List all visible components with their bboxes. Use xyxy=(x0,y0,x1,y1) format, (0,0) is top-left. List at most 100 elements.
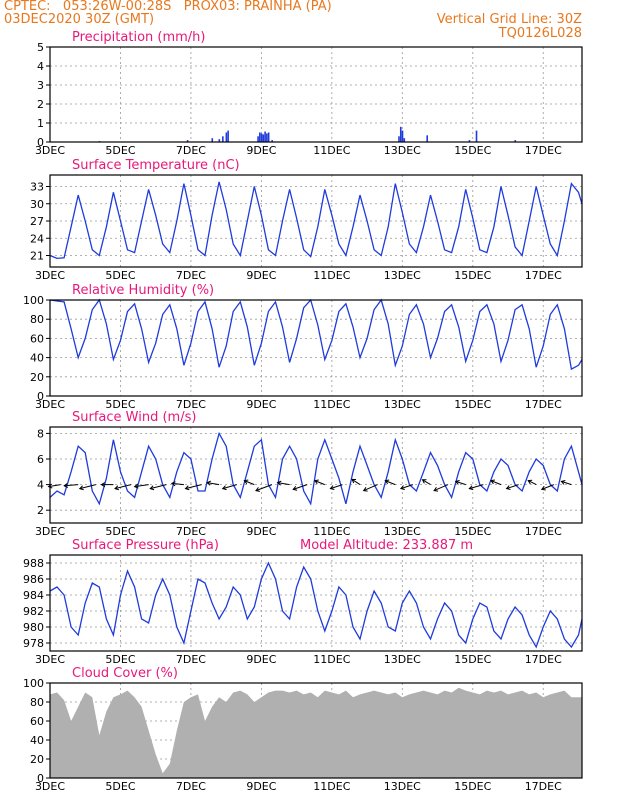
panel-rh: 0 20 40 60 80 100 3DEC 5DEC 7DEC 9DEC 11DEC 13DEC 15… xyxy=(23,283,583,411)
wind-vector xyxy=(134,484,149,488)
panel-frame xyxy=(49,299,583,397)
x-tick-label: 7DEC xyxy=(176,269,206,282)
precip-bar xyxy=(227,130,229,142)
wind-vector-head xyxy=(329,485,335,490)
wind-vector-head xyxy=(351,478,357,484)
x-tick-label: 15DEC xyxy=(454,780,491,793)
wind-vector xyxy=(455,480,466,486)
temp-line xyxy=(49,181,583,260)
panel-frame xyxy=(49,426,583,524)
y-tick-label: 100 xyxy=(23,677,44,690)
x-tick-label: 7DEC xyxy=(176,144,206,157)
panel-title: Precipitation (mm/h) xyxy=(72,30,205,45)
x-tick-label: 17DEC xyxy=(525,144,562,157)
wind-vector-head xyxy=(313,479,319,485)
precip-bar xyxy=(514,140,517,142)
grid-note: Vertical Grid Line: 30Z xyxy=(436,12,582,27)
x-tick-label: 15DEC xyxy=(454,525,491,538)
x-tick-label: 13DEC xyxy=(384,269,421,282)
precip-bar xyxy=(475,130,478,142)
x-tick-label: 11DEC xyxy=(313,653,350,666)
y-tick-label: 30 xyxy=(30,198,44,211)
x-tick-label: 5DEC xyxy=(105,780,135,793)
x-tick-label: 17DEC xyxy=(525,653,562,666)
model-code: TQ0126L028 xyxy=(498,26,582,41)
precip-bar xyxy=(398,136,400,142)
x-tick-label: 11DEC xyxy=(313,269,350,282)
wind-vector xyxy=(185,484,202,490)
precip-bar xyxy=(271,140,273,142)
x-tick-label: 3DEC xyxy=(35,269,65,282)
x-tick-label: 3DEC xyxy=(35,525,65,538)
precip-bar xyxy=(262,134,265,142)
x-tick-label: 15DEC xyxy=(454,398,491,411)
rh-line xyxy=(49,298,583,371)
x-tick-label: 11DEC xyxy=(313,780,350,793)
x-tick-label: 9DEC xyxy=(246,653,276,666)
x-tick-label: 13DEC xyxy=(384,780,421,793)
precip-bar xyxy=(218,139,221,142)
panel-frame xyxy=(49,554,583,652)
wind-vector-head xyxy=(421,479,427,484)
x-tick-label: 11DEC xyxy=(313,398,350,411)
y-tick-label: 80 xyxy=(30,696,44,709)
wind-vector-head xyxy=(114,485,120,491)
precip-bar xyxy=(401,130,404,142)
model-altitude: Model Altitude: 233.887 m xyxy=(300,538,473,553)
wind-vector xyxy=(385,480,396,486)
y-tick-label: 20 xyxy=(30,753,44,766)
x-tick-label: 7DEC xyxy=(176,525,206,538)
wind-vector xyxy=(351,478,361,486)
x-tick-label: 3DEC xyxy=(35,398,65,411)
y-tick-label: 988 xyxy=(23,557,44,570)
wind-vector xyxy=(171,482,184,486)
x-tick-label: 9DEC xyxy=(246,398,276,411)
y-tick-label: 0 xyxy=(37,136,44,149)
x-tick-label: 17DEC xyxy=(525,269,562,282)
wind-vector xyxy=(506,484,519,490)
precip-bar xyxy=(399,126,402,142)
y-tick-label: 6 xyxy=(37,453,44,466)
x-tick-label: 17DEC xyxy=(525,398,562,411)
panel-title: Cloud Cover (%) xyxy=(72,666,178,681)
precip-bar xyxy=(225,132,228,142)
y-tick-label: 2 xyxy=(37,504,44,517)
y-tick-label: 0 xyxy=(37,772,44,785)
wind-vector xyxy=(255,484,273,492)
wind-vector-head xyxy=(399,485,405,490)
x-tick-label: 9DEC xyxy=(246,144,276,157)
y-tick-label: 980 xyxy=(23,621,44,634)
pressure-line xyxy=(49,561,583,649)
y-tick-label: 80 xyxy=(30,313,44,326)
x-tick-label: 5DEC xyxy=(105,398,135,411)
wind-vector xyxy=(541,484,555,490)
precip-bar xyxy=(426,135,428,142)
wind-vector-head xyxy=(292,486,298,491)
panel-frame xyxy=(49,682,583,779)
wind-vector xyxy=(150,484,167,490)
wind-vector xyxy=(293,484,308,490)
header-line1: CPTEC: 053:26W-00:28S PROX03: PRAINHA (P… xyxy=(4,0,332,14)
wind-vector xyxy=(314,480,325,486)
wind-vector xyxy=(561,480,572,486)
y-tick-label: 1 xyxy=(37,117,44,130)
precip-bar xyxy=(259,132,261,142)
x-tick-label: 17DEC xyxy=(525,525,562,538)
precip-bar xyxy=(186,140,189,142)
wind-vector xyxy=(222,484,237,490)
y-tick-label: 4 xyxy=(37,479,44,492)
y-tick-label: 986 xyxy=(23,573,44,586)
y-tick-label: 21 xyxy=(30,250,44,263)
wind-vector-head xyxy=(468,485,474,491)
x-tick-label: 5DEC xyxy=(105,144,135,157)
precip-bar xyxy=(222,136,224,142)
wind-vector-head xyxy=(149,485,155,491)
wind-vector xyxy=(64,484,79,487)
x-tick-label: 11DEC xyxy=(313,525,350,538)
y-tick-label: 0 xyxy=(37,390,44,403)
x-tick-label: 7DEC xyxy=(176,653,206,666)
x-tick-label: 9DEC xyxy=(246,525,276,538)
y-tick-label: 4 xyxy=(37,60,44,73)
wind-vector xyxy=(114,484,132,490)
